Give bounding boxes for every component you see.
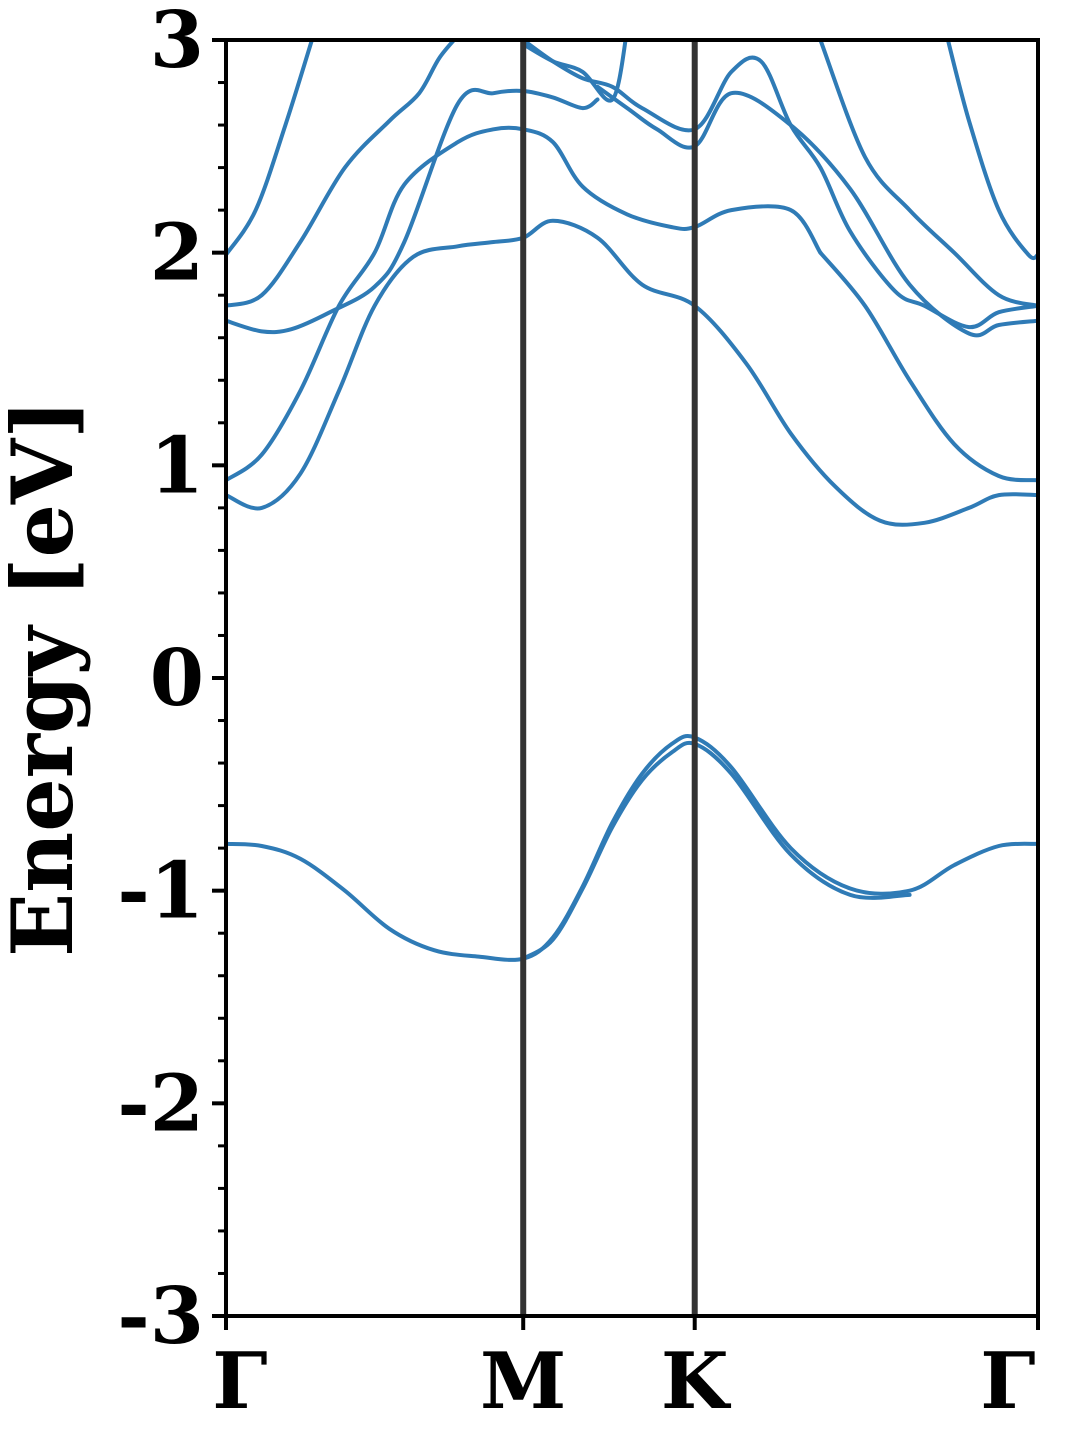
band-line-10 xyxy=(818,40,1038,308)
band-lines xyxy=(226,40,1038,962)
band-line-5 xyxy=(818,250,1038,483)
x-tick-label: K xyxy=(661,1336,732,1427)
band-line-2 xyxy=(521,740,912,961)
y-tick-label: 1 xyxy=(150,420,204,511)
plot-frame xyxy=(224,38,1040,1318)
x-tick-label: M xyxy=(480,1336,566,1427)
band-line-11 xyxy=(226,40,315,257)
band-line-13 xyxy=(521,40,628,103)
x-tick-label: Γ xyxy=(212,1336,267,1427)
y-tick-label: -1 xyxy=(117,846,204,937)
band-line-3 xyxy=(226,218,1038,527)
x-tick-label: Γ xyxy=(980,1336,1035,1427)
y-tick-label: 3 xyxy=(150,0,204,86)
band-line-4 xyxy=(226,125,823,483)
high-symmetry-lines xyxy=(520,40,698,1316)
band-line-6 xyxy=(226,87,600,335)
band-line-7 xyxy=(595,84,1038,338)
band-line-12 xyxy=(945,40,1038,261)
band-line-8 xyxy=(226,40,457,308)
y-tick-label: 2 xyxy=(150,208,204,299)
y-tick-label: -3 xyxy=(117,1271,204,1362)
y-tick-label: 0 xyxy=(150,633,204,724)
band-line-1 xyxy=(226,734,1038,962)
y-axis-ticks: -3 -2 -1 0 1 2 3 xyxy=(117,0,226,1362)
y-tick-label: -2 xyxy=(117,1058,204,1149)
y-axis-title: Energy [eV] xyxy=(0,399,92,957)
band-line-9 xyxy=(521,40,1038,330)
